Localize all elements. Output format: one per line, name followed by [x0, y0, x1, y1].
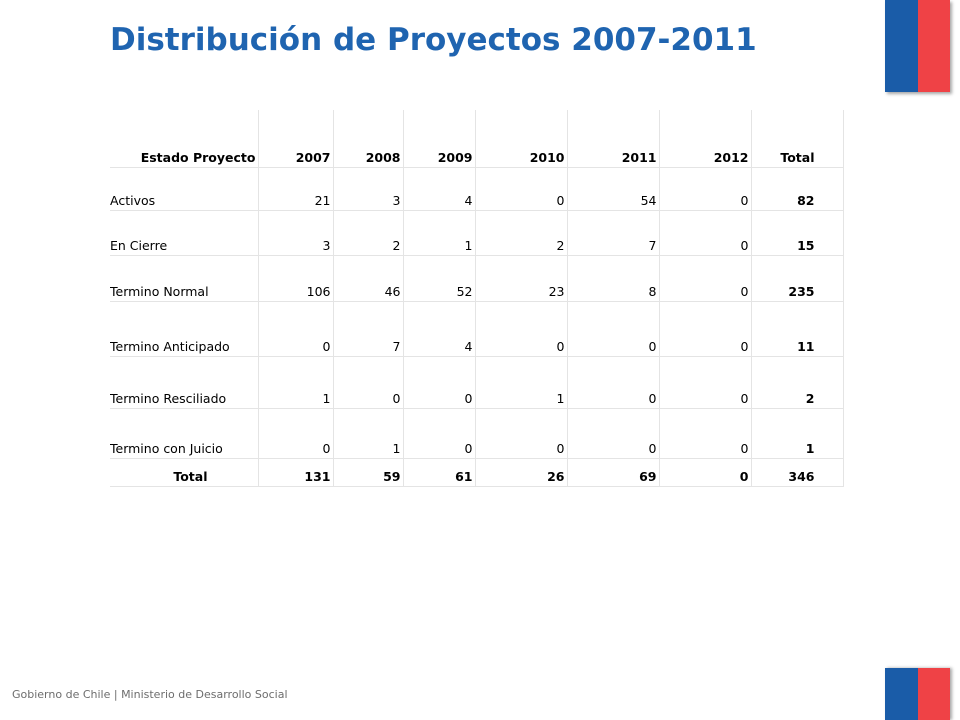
row-label: En Cierre — [110, 210, 259, 256]
table-row: Termino Anticipado 0 7 4 0 0 0 11 — [110, 301, 844, 357]
column-header: 2012 — [659, 110, 752, 168]
row-label: Termino Resciliado — [110, 356, 259, 409]
cell: 1 — [258, 356, 334, 409]
chile-flag-logo-bottom — [885, 668, 950, 720]
cell: 0 — [659, 255, 752, 302]
cell: 0 — [258, 301, 334, 357]
cell: 0 — [403, 408, 476, 459]
column-header: 2007 — [258, 110, 334, 168]
row-label: Termino Normal — [110, 255, 259, 302]
cell: 4 — [403, 301, 476, 357]
total-cell: 69 — [567, 458, 660, 487]
cell: 3 — [258, 210, 334, 256]
projects-table: Estado Proyecto 2007 2008 2009 2010 2011… — [110, 110, 844, 487]
cell: 1 — [475, 356, 568, 409]
table-row: En Cierre 3 2 1 2 7 0 15 — [110, 210, 844, 256]
cell: 7 — [333, 301, 404, 357]
footer-text: Gobierno de Chile | Ministerio de Desarr… — [12, 688, 288, 701]
table-total-row: Total 131 59 61 26 69 0 346 — [110, 458, 844, 487]
cell: 0 — [258, 408, 334, 459]
grand-total: 346 — [751, 458, 844, 487]
row-label: Termino Anticipado — [110, 301, 259, 357]
row-total: 2 — [751, 356, 844, 409]
column-header: Estado Proyecto — [110, 110, 259, 168]
cell: 46 — [333, 255, 404, 302]
chile-flag-logo-top — [885, 0, 950, 92]
cell: 3 — [333, 167, 404, 211]
row-total: 11 — [751, 301, 844, 357]
table-row: Activos 21 3 4 0 54 0 82 — [110, 167, 844, 211]
total-cell: 59 — [333, 458, 404, 487]
cell: 0 — [475, 408, 568, 459]
cell: 7 — [567, 210, 660, 256]
cell: 0 — [475, 301, 568, 357]
cell: 4 — [403, 167, 476, 211]
total-cell: 61 — [403, 458, 476, 487]
total-cell: 131 — [258, 458, 334, 487]
cell: 0 — [659, 408, 752, 459]
row-total: 15 — [751, 210, 844, 256]
column-header: 2011 — [567, 110, 660, 168]
column-header: 2009 — [403, 110, 476, 168]
table-row: Termino con Juicio 0 1 0 0 0 0 1 — [110, 408, 844, 459]
cell: 23 — [475, 255, 568, 302]
column-header: 2008 — [333, 110, 404, 168]
cell: 0 — [567, 408, 660, 459]
cell: 1 — [333, 408, 404, 459]
cell: 0 — [659, 301, 752, 357]
cell: 21 — [258, 167, 334, 211]
row-label: Activos — [110, 167, 259, 211]
total-cell: 0 — [659, 458, 752, 487]
cell: 2 — [333, 210, 404, 256]
cell: 0 — [659, 167, 752, 211]
cell: 52 — [403, 255, 476, 302]
cell: 0 — [567, 356, 660, 409]
table-header-row: Estado Proyecto 2007 2008 2009 2010 2011… — [110, 110, 844, 168]
column-header: 2010 — [475, 110, 568, 168]
cell: 0 — [475, 167, 568, 211]
row-total: 1 — [751, 408, 844, 459]
cell: 54 — [567, 167, 660, 211]
table-row: Termino Normal 106 46 52 23 8 0 235 — [110, 255, 844, 302]
cell: 0 — [567, 301, 660, 357]
cell: 0 — [659, 356, 752, 409]
row-label: Termino con Juicio — [110, 408, 259, 459]
cell: 1 — [403, 210, 476, 256]
total-cell: 26 — [475, 458, 568, 487]
cell: 2 — [475, 210, 568, 256]
cell: 0 — [333, 356, 404, 409]
cell: 0 — [659, 210, 752, 256]
column-header: Total — [751, 110, 844, 168]
cell: 106 — [258, 255, 334, 302]
total-row-label: Total — [110, 458, 259, 487]
page-title: Distribución de Proyectos 2007-2011 — [110, 22, 757, 58]
table-row: Termino Resciliado 1 0 0 1 0 0 2 — [110, 356, 844, 409]
row-total: 235 — [751, 255, 844, 302]
row-total: 82 — [751, 167, 844, 211]
cell: 0 — [403, 356, 476, 409]
cell: 8 — [567, 255, 660, 302]
